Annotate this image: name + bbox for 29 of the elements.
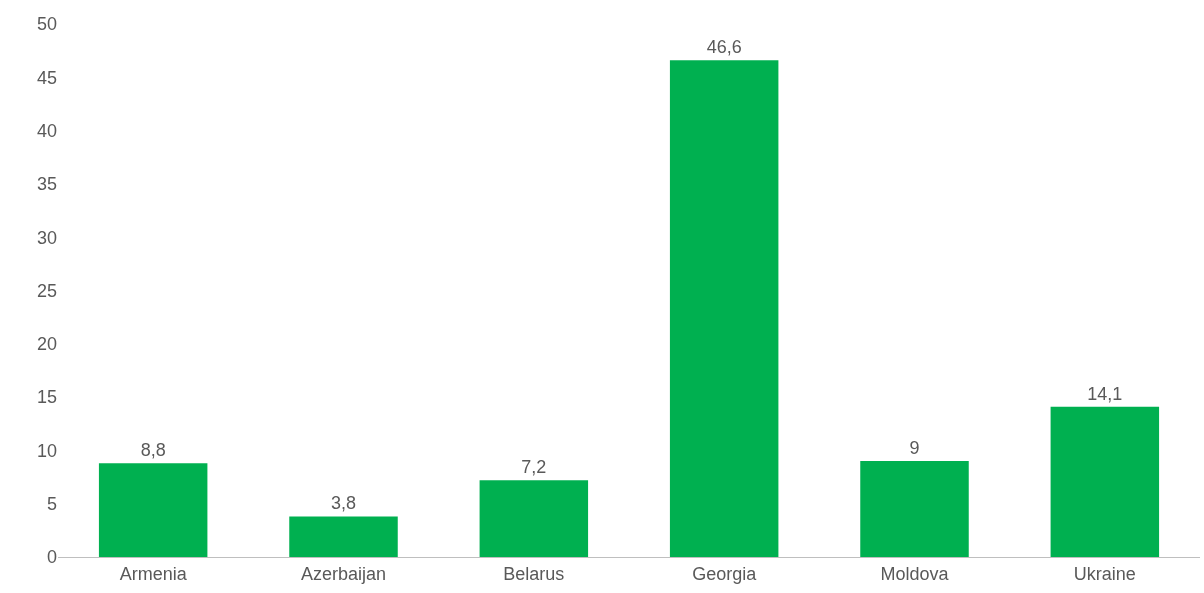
data-label: 7,2 (521, 457, 547, 478)
data-label: 14,1 (1087, 383, 1123, 404)
bar (669, 60, 779, 557)
y-tick-label: 25 (36, 280, 57, 301)
y-tick-label: 20 (36, 334, 57, 355)
x-tick-label: Armenia (119, 563, 188, 584)
bar (289, 516, 398, 557)
data-label: 8,8 (140, 440, 166, 461)
bar (98, 463, 208, 557)
x-tick-label: Moldova (880, 563, 950, 584)
x-tick-label: Georgia (692, 563, 758, 584)
data-label: 9 (909, 438, 920, 459)
x-tick-label: Azerbaijan (300, 563, 387, 584)
y-tick-label: 30 (36, 227, 57, 248)
y-tick-label: 50 (36, 14, 57, 35)
x-tick-label: Belarus (503, 563, 565, 584)
y-tick-label: 40 (36, 120, 57, 141)
data-label: 46,6 (706, 37, 742, 58)
y-tick-label: 35 (36, 174, 57, 195)
x-tick-label: Ukraine (1073, 563, 1136, 584)
bar (479, 480, 589, 557)
bar (860, 461, 969, 557)
y-tick-label: 0 (46, 547, 57, 568)
y-tick-label: 45 (36, 67, 57, 88)
y-tick-label: 10 (36, 440, 57, 461)
data-label: 3,8 (330, 493, 357, 514)
bar (1050, 406, 1160, 557)
y-tick-label: 15 (36, 387, 57, 408)
y-tick-label: 5 (46, 494, 57, 514)
